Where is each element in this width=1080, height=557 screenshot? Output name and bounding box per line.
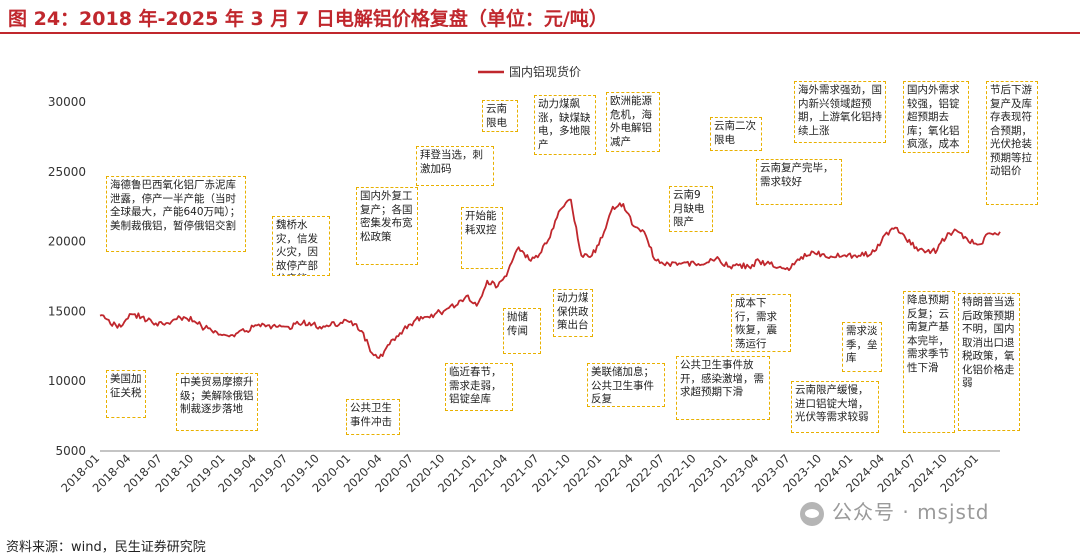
- annotation-box: 海外需求强劲，国内新兴领域超预期，上游氧化铝持续上涨: [794, 81, 886, 143]
- figure-title-bar: 图 24：2018 年-2025 年 3 月 7 日电解铝价格复盘（单位：元/吨…: [0, 0, 1080, 34]
- annotation-box: 抛储传闻: [503, 308, 541, 354]
- annotation-box: 云南复产完毕，需求较好: [756, 159, 842, 205]
- y-tick-label: 25000: [48, 165, 86, 179]
- wechat-icon: [800, 501, 824, 526]
- annotation-box: 云南二次限电: [710, 117, 762, 151]
- annotation-box: 中美贸易摩擦升级；美解除俄铝制裁逐步落地: [176, 373, 258, 431]
- annotation-box: 节后下游复产及库存表现符合预期，光伏抢装预期等拉动铝价: [986, 81, 1038, 205]
- annotation-box: 云南9月缺电限产: [669, 186, 713, 232]
- annotation-box: 国内外复工复产；各国密集发布宽松政策: [356, 187, 418, 265]
- annotation-box: 云南限电: [482, 100, 518, 132]
- annotation-box: 临近春节，需求走弱，铝锭垒库: [445, 363, 513, 411]
- annotation-box: 拜登当选，刺激加码: [416, 146, 494, 186]
- annotation-box: 魏桥水灾，信发火灾，因故停产部分产能: [272, 216, 330, 276]
- source-note: 资料来源：wind，民生证券研究院: [6, 540, 206, 555]
- annotation-box: 特朗普当选后政策预期不明，国内取消出口退税政策，氧化铝价格走弱: [958, 293, 1020, 431]
- legend-label: 国内铝现货价: [509, 64, 581, 79]
- annotation-box: 成本下行，需求恢复，震荡运行: [731, 294, 791, 352]
- y-tick-label: 15000: [48, 304, 86, 318]
- y-tick-label: 5000: [55, 444, 86, 458]
- figure-title: 图 24：2018 年-2025 年 3 月 7 日电解铝价格复盘（单位：元/吨…: [8, 8, 608, 30]
- annotation-box: 欧洲能源危机，海外电解铝减产: [606, 92, 660, 152]
- annotation-box: 海德鲁巴西氧化铝厂赤泥库泄露，停产一半产能（当时全球最大，产能640万吨）；美制…: [106, 176, 246, 252]
- annotation-box: 动力煤保供政策出台: [553, 289, 593, 337]
- watermark-text: 公众号 · msjstd: [832, 500, 990, 524]
- annotation-box: 美国加征关税: [106, 370, 146, 418]
- annotation-box: 美联储加息；公共卫生事件反复: [587, 363, 665, 407]
- annotation-box: 国内外需求较强，铝锭超预期去库；氧化铝疯涨，成本推动: [903, 81, 969, 153]
- annotation-box: 公共卫生事件放开，感染激增，需求超预期下滑: [676, 356, 770, 420]
- y-tick-label: 20000: [48, 235, 86, 249]
- series-line: [99, 198, 1001, 359]
- watermark: 公众号 · msjstd: [800, 496, 990, 526]
- annotation-box: 降息预期反复；云南复产基本完毕，需求季节性下滑: [903, 291, 955, 433]
- price-line-chart: 500010000150002000025000300002018-012018…: [48, 64, 1001, 495]
- annotation-box: 需求淡季，垒库: [842, 322, 882, 372]
- annotation-box: 动力煤飙涨，缺煤缺电，多地限产: [534, 95, 596, 155]
- annotation-box: 公共卫生事件冲击: [346, 399, 400, 435]
- annotation-box: 开始能耗双控: [461, 207, 503, 269]
- y-tick-label: 10000: [48, 374, 86, 388]
- y-tick-label: 30000: [48, 95, 86, 109]
- annotation-box: 云南限产缓慢，进口铝锭大增，光伏等需求较弱: [791, 381, 879, 433]
